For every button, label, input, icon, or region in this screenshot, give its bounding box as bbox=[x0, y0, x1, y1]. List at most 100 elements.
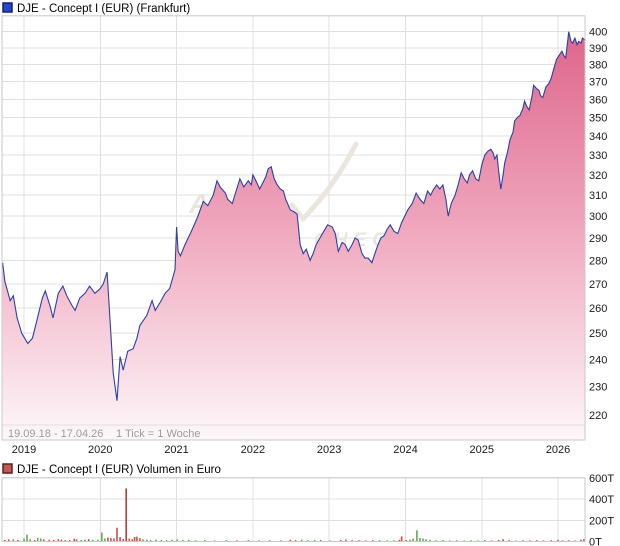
volume-bar bbox=[422, 538, 424, 542]
volume-bar bbox=[139, 538, 141, 542]
volume-bar bbox=[97, 539, 99, 542]
volume-bar bbox=[409, 539, 411, 542]
volume-bar bbox=[48, 539, 50, 542]
volume-bar bbox=[419, 537, 421, 542]
volume-bar bbox=[17, 539, 19, 542]
price-y-tick-label: 280 bbox=[589, 255, 607, 267]
volume-bar bbox=[425, 539, 427, 542]
volume-bar bbox=[128, 538, 131, 542]
volume-bar bbox=[542, 540, 545, 542]
volume-legend: DJE - Concept I (EUR) Volumen in Euro bbox=[2, 463, 221, 476]
x-axis: 2019 2020 2021 2022 2023 2024 2025 2026 bbox=[12, 444, 571, 456]
price-y-tick-label: 300 bbox=[589, 211, 607, 223]
watermark-check-icon bbox=[289, 202, 306, 222]
tick-size-label: 1 Tick = 1 Woche bbox=[116, 428, 200, 440]
volume-bar bbox=[320, 539, 322, 542]
volume-bar bbox=[88, 539, 90, 542]
volume-bar bbox=[580, 539, 582, 542]
price-y-axis: 400 390 380 370 360 350 340 330 320 310 300 290 280 2… bbox=[589, 27, 607, 422]
volume-bar bbox=[502, 539, 504, 542]
x-tick-label: 2024 bbox=[393, 444, 417, 456]
volume-bar bbox=[508, 540, 510, 542]
volume-bar bbox=[52, 540, 55, 542]
volume-bar bbox=[435, 540, 437, 542]
volume-pane: 600T 400T 200T 0T bbox=[1, 473, 614, 546]
volume-bar bbox=[73, 538, 76, 542]
price-area-fill bbox=[2, 31, 585, 440]
volume-bar bbox=[122, 539, 124, 542]
volume-pane-border bbox=[1, 477, 586, 542]
volume-y-tick-label: 400T bbox=[589, 494, 614, 506]
volume-bar bbox=[136, 536, 138, 542]
price-pane-border bbox=[1, 15, 586, 441]
volume-bar bbox=[176, 539, 179, 542]
volume-y-tick-label: 200T bbox=[589, 515, 614, 527]
volume-y-axis: 600T 400T 200T 0T bbox=[589, 473, 614, 546]
volume-bar bbox=[110, 538, 112, 542]
volume-bar bbox=[398, 539, 401, 542]
volume-bar bbox=[345, 539, 347, 542]
x-tick-label: 2020 bbox=[88, 444, 112, 456]
volume-bar bbox=[80, 540, 82, 542]
volume-bar bbox=[550, 540, 552, 542]
volume-bar bbox=[289, 539, 292, 542]
volume-grid bbox=[2, 477, 585, 542]
volume-bar bbox=[470, 540, 472, 542]
volume-bar bbox=[142, 539, 144, 542]
volume-bar bbox=[429, 539, 431, 542]
price-series-marker-icon bbox=[2, 2, 13, 13]
price-y-tick-label: 340 bbox=[589, 131, 607, 143]
x-tick-label: 2022 bbox=[241, 444, 265, 456]
volume-bar bbox=[307, 540, 309, 542]
volume-bar bbox=[365, 540, 367, 542]
volume-bar bbox=[557, 539, 559, 542]
price-line bbox=[2, 31, 586, 401]
price-y-tick-label: 400 bbox=[589, 27, 607, 39]
volume-bar bbox=[522, 540, 524, 542]
volume-bar bbox=[416, 530, 418, 542]
volume-bar bbox=[351, 540, 353, 542]
volume-bar bbox=[371, 540, 374, 542]
volume-bar bbox=[160, 540, 163, 542]
x-tick-label: 2021 bbox=[164, 444, 188, 456]
volume-bar bbox=[57, 539, 60, 542]
volume-legend-label: DJE - Concept I (EUR) Volumen in Euro bbox=[17, 464, 221, 476]
volume-bar bbox=[515, 540, 517, 542]
volume-bar bbox=[75, 539, 78, 542]
volume-bar bbox=[33, 540, 36, 542]
volume-bar bbox=[386, 540, 388, 542]
volume-bar bbox=[181, 540, 184, 542]
volume-bar bbox=[68, 540, 71, 542]
price-pane: A CHECK 40039038037036035034033032031030… bbox=[1, 15, 607, 456]
volume-bar bbox=[455, 540, 458, 542]
price-y-tick-label: 380 bbox=[589, 60, 607, 72]
volume-bar bbox=[165, 540, 168, 542]
volume-bar bbox=[247, 540, 250, 542]
volume-bar bbox=[4, 539, 6, 542]
volume-bar bbox=[358, 540, 360, 542]
volume-bar bbox=[225, 540, 227, 542]
volume-bar bbox=[448, 540, 451, 542]
price-y-tick-label: 330 bbox=[589, 150, 607, 162]
volume-bar bbox=[405, 540, 407, 542]
volume-bar bbox=[378, 540, 381, 542]
volume-bar bbox=[113, 538, 115, 542]
volume-bar bbox=[91, 539, 94, 542]
volume-bar bbox=[84, 539, 86, 542]
volume-bar bbox=[300, 539, 303, 542]
volume-bar bbox=[7, 539, 10, 542]
volume-bar bbox=[313, 540, 316, 542]
watermark-check-icon-2 bbox=[300, 141, 359, 222]
volume-bar bbox=[188, 539, 190, 542]
volume-bar bbox=[133, 537, 136, 542]
volume-bar bbox=[583, 539, 585, 542]
volume-bar bbox=[236, 540, 238, 542]
volume-bar bbox=[477, 540, 479, 542]
volume-bar bbox=[36, 537, 39, 542]
volume-bar bbox=[204, 540, 206, 542]
volume-bar bbox=[561, 540, 564, 542]
volume-bar bbox=[400, 536, 403, 542]
volume-y-tick-label: 0T bbox=[589, 537, 602, 546]
x-tick-label: 2019 bbox=[12, 444, 36, 456]
volume-bar bbox=[393, 540, 395, 542]
